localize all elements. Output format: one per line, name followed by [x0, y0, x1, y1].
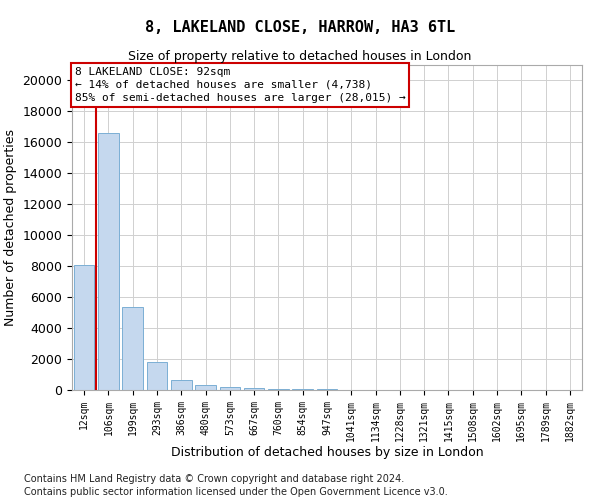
Y-axis label: Number of detached properties: Number of detached properties	[4, 129, 17, 326]
Bar	[220, 387, 240, 390]
Bar	[244, 388, 265, 390]
Text: 8, LAKELAND CLOSE, HARROW, HA3 6TL: 8, LAKELAND CLOSE, HARROW, HA3 6TL	[145, 20, 455, 35]
X-axis label: Distribution of detached houses by size in London: Distribution of detached houses by size …	[170, 446, 484, 460]
Text: Size of property relative to detached houses in London: Size of property relative to detached ho…	[128, 50, 472, 63]
Bar	[122, 307, 143, 390]
Bar	[146, 362, 167, 390]
Bar	[98, 133, 119, 390]
Bar	[195, 384, 216, 390]
Text: Contains public sector information licensed under the Open Government Licence v3: Contains public sector information licen…	[24, 487, 448, 497]
Bar	[74, 264, 94, 390]
Text: Contains HM Land Registry data © Crown copyright and database right 2024.: Contains HM Land Registry data © Crown c…	[24, 474, 404, 484]
Bar	[171, 380, 191, 390]
Bar	[268, 389, 289, 390]
Bar	[292, 389, 313, 390]
Text: 8 LAKELAND CLOSE: 92sqm
← 14% of detached houses are smaller (4,738)
85% of semi: 8 LAKELAND CLOSE: 92sqm ← 14% of detache…	[74, 66, 406, 103]
